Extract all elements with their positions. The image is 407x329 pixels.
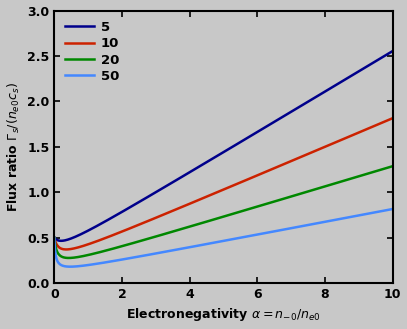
Line: 10: 10 (54, 118, 393, 249)
20 (236, 210, 241, 214)
5 (254, 131, 259, 135)
50 (383, 209, 388, 213)
X-axis label: Electronegativity $\alpha = n_{-0} / n_{e0}$: Electronegativity $\alpha = n_{-0} / n_{… (126, 306, 321, 323)
Line: 20: 20 (54, 166, 393, 258)
Y-axis label: Flux ratio $\Gamma_s / (n_{e0} c_s)$: Flux ratio $\Gamma_s / (n_{e0} c_s)$ (6, 82, 22, 212)
50 (254, 233, 259, 237)
20 (254, 205, 259, 209)
50 (68, 265, 72, 269)
20 (330, 182, 335, 186)
Line: 5: 5 (54, 51, 393, 241)
10 (236, 182, 241, 186)
50 (213, 240, 218, 244)
20 (66, 256, 71, 260)
50 (52, 236, 57, 240)
20 (52, 236, 57, 240)
5 (383, 54, 388, 58)
5 (390, 49, 395, 53)
5 (59, 239, 63, 243)
20 (383, 166, 388, 170)
Line: 50: 50 (54, 209, 393, 267)
10 (390, 116, 395, 120)
20 (390, 164, 395, 168)
5 (213, 155, 218, 159)
50 (215, 240, 220, 244)
Legend: 5, 10, 20, 50: 5, 10, 20, 50 (61, 17, 123, 87)
10 (52, 236, 57, 240)
5 (52, 236, 57, 240)
50 (236, 236, 241, 240)
10 (213, 191, 218, 195)
10 (215, 190, 220, 194)
50 (330, 218, 335, 222)
10 (254, 174, 259, 178)
20 (213, 217, 218, 221)
10 (63, 247, 68, 251)
5 (330, 85, 335, 89)
5 (215, 154, 220, 158)
10 (330, 142, 335, 146)
10 (383, 119, 388, 123)
20 (215, 216, 220, 220)
50 (390, 207, 395, 211)
5 (236, 141, 241, 145)
